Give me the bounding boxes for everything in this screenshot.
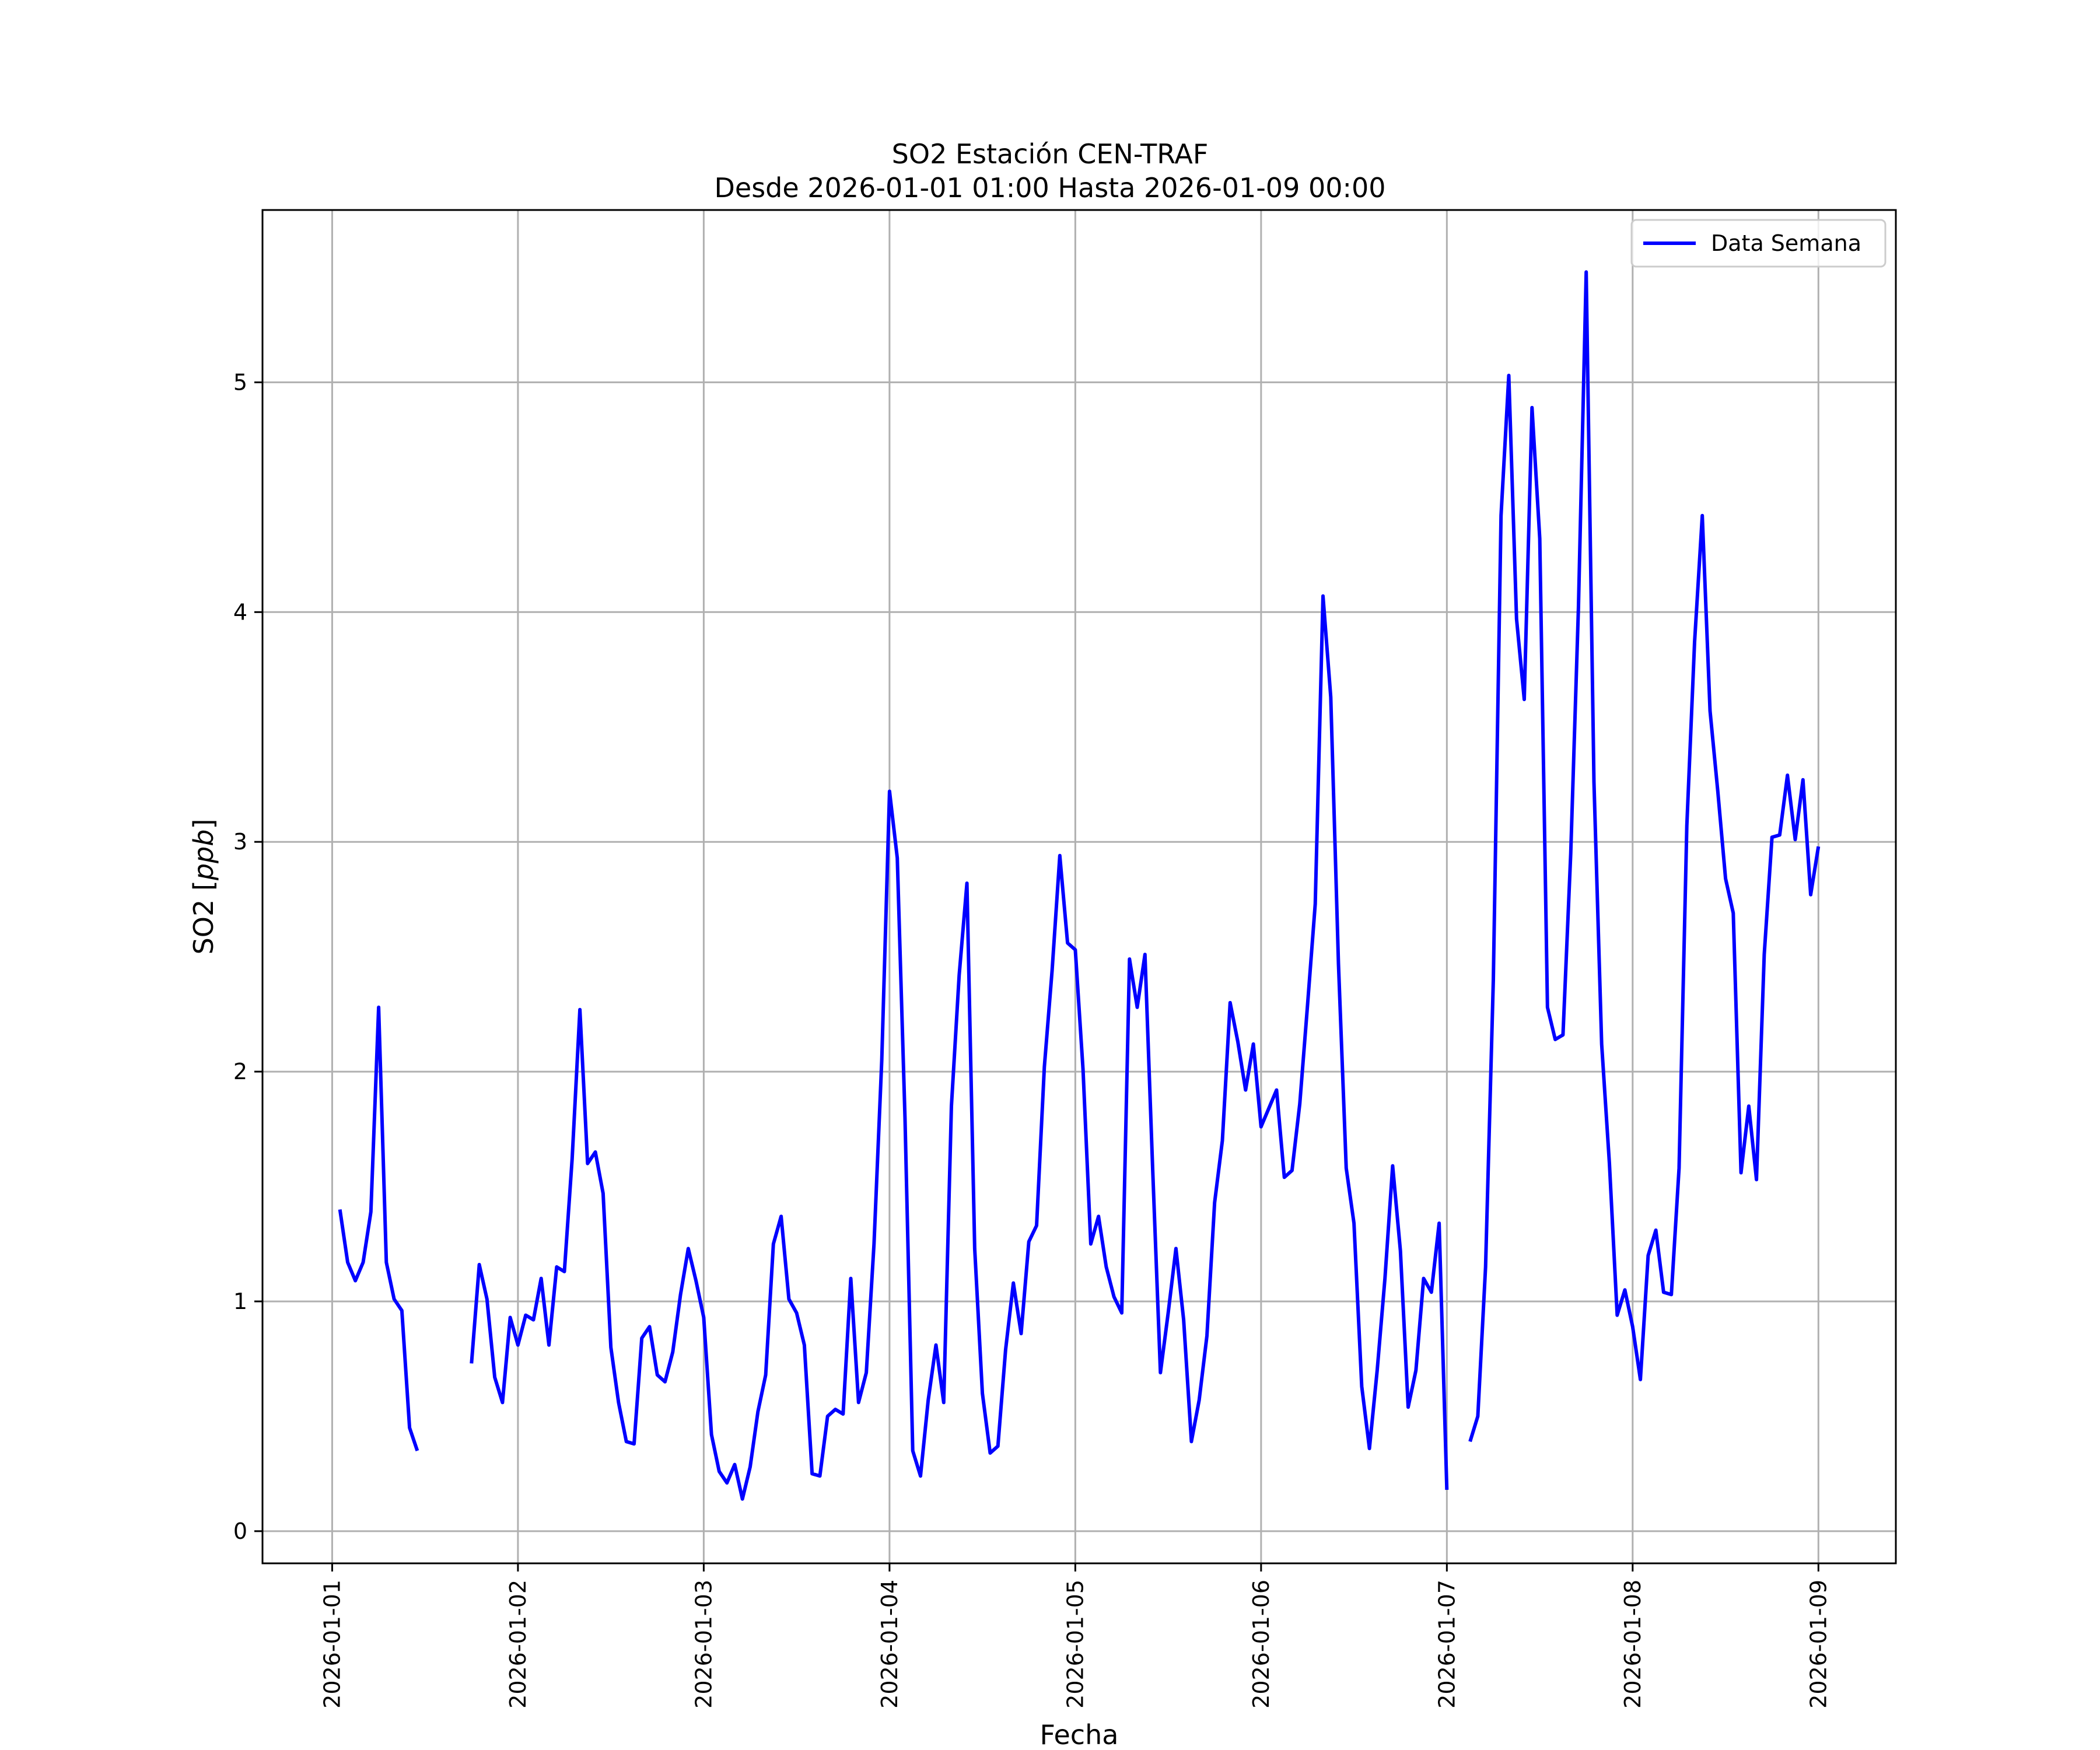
x-tick-label: 2026-01-05 xyxy=(1062,1580,1088,1709)
legend-box xyxy=(1630,219,1887,268)
x-tick-label: 2026-01-09 xyxy=(1805,1580,1831,1709)
y-tick-label: 1 xyxy=(233,1289,247,1314)
legend-label: Data Semana xyxy=(1711,230,1861,256)
chart-subtitle: Desde 2026-01-01 01:00 Hasta 2026-01-09 … xyxy=(714,172,1385,204)
x-tick-label: 2026-01-03 xyxy=(691,1580,716,1709)
x-tick-label: 2026-01-02 xyxy=(505,1580,531,1709)
grid-lines xyxy=(262,210,1896,1563)
y-axis-label-prefix: SO2 [ xyxy=(188,880,219,954)
x-tick-label: 2026-01-08 xyxy=(1620,1580,1646,1709)
plot-frame xyxy=(261,209,1897,1564)
y-tick-label: 3 xyxy=(233,829,247,855)
legend: Data Semana xyxy=(1630,219,1887,268)
y-axis-label-suffix: ] xyxy=(188,819,219,830)
y-axis-label: SO2 [ppb] xyxy=(188,819,219,955)
chart-title: SO2 Estación CEN-TRAF xyxy=(892,138,1209,170)
series-line-segment xyxy=(338,1005,419,1451)
y-axis-label-unit: ppb xyxy=(188,830,219,881)
series-line-segment xyxy=(1468,270,1821,1443)
y-tick-label: 5 xyxy=(233,369,247,395)
x-tick-label: 2026-01-04 xyxy=(877,1580,902,1709)
y-tick-label: 2 xyxy=(233,1059,247,1084)
series-layer xyxy=(338,270,1821,1501)
y-tick-label: 0 xyxy=(233,1518,247,1544)
x-axis-label: Fecha xyxy=(1040,1719,1119,1750)
axis-ticks: 2026-01-01 2026-01-02 2026-01-03 2026-01-04… xyxy=(233,369,1831,1708)
x-tick-label: 2026-01-07 xyxy=(1434,1580,1460,1709)
y-tick-label: 4 xyxy=(233,599,247,625)
x-tick-label: 2026-01-01 xyxy=(319,1580,345,1709)
series-line-segment xyxy=(470,594,1449,1501)
x-tick-label: 2026-01-06 xyxy=(1248,1580,1274,1709)
